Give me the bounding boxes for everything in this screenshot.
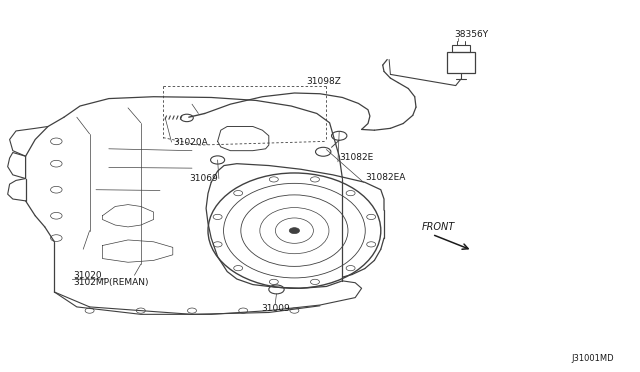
- Text: 31069: 31069: [189, 174, 218, 183]
- Text: 31082EA: 31082EA: [365, 173, 405, 182]
- Text: 31020A: 31020A: [173, 138, 207, 147]
- Text: 3102MP(REMAN): 3102MP(REMAN): [74, 278, 149, 287]
- Text: 31082E: 31082E: [339, 153, 374, 162]
- Text: J31001MD: J31001MD: [572, 354, 614, 363]
- Text: 31009: 31009: [261, 304, 289, 313]
- Bar: [452, 45, 470, 52]
- Text: 31020: 31020: [74, 271, 102, 280]
- Circle shape: [289, 228, 300, 234]
- Text: 38356Y: 38356Y: [454, 30, 488, 39]
- Text: 31098Z: 31098Z: [306, 77, 340, 86]
- Text: FRONT: FRONT: [422, 222, 455, 232]
